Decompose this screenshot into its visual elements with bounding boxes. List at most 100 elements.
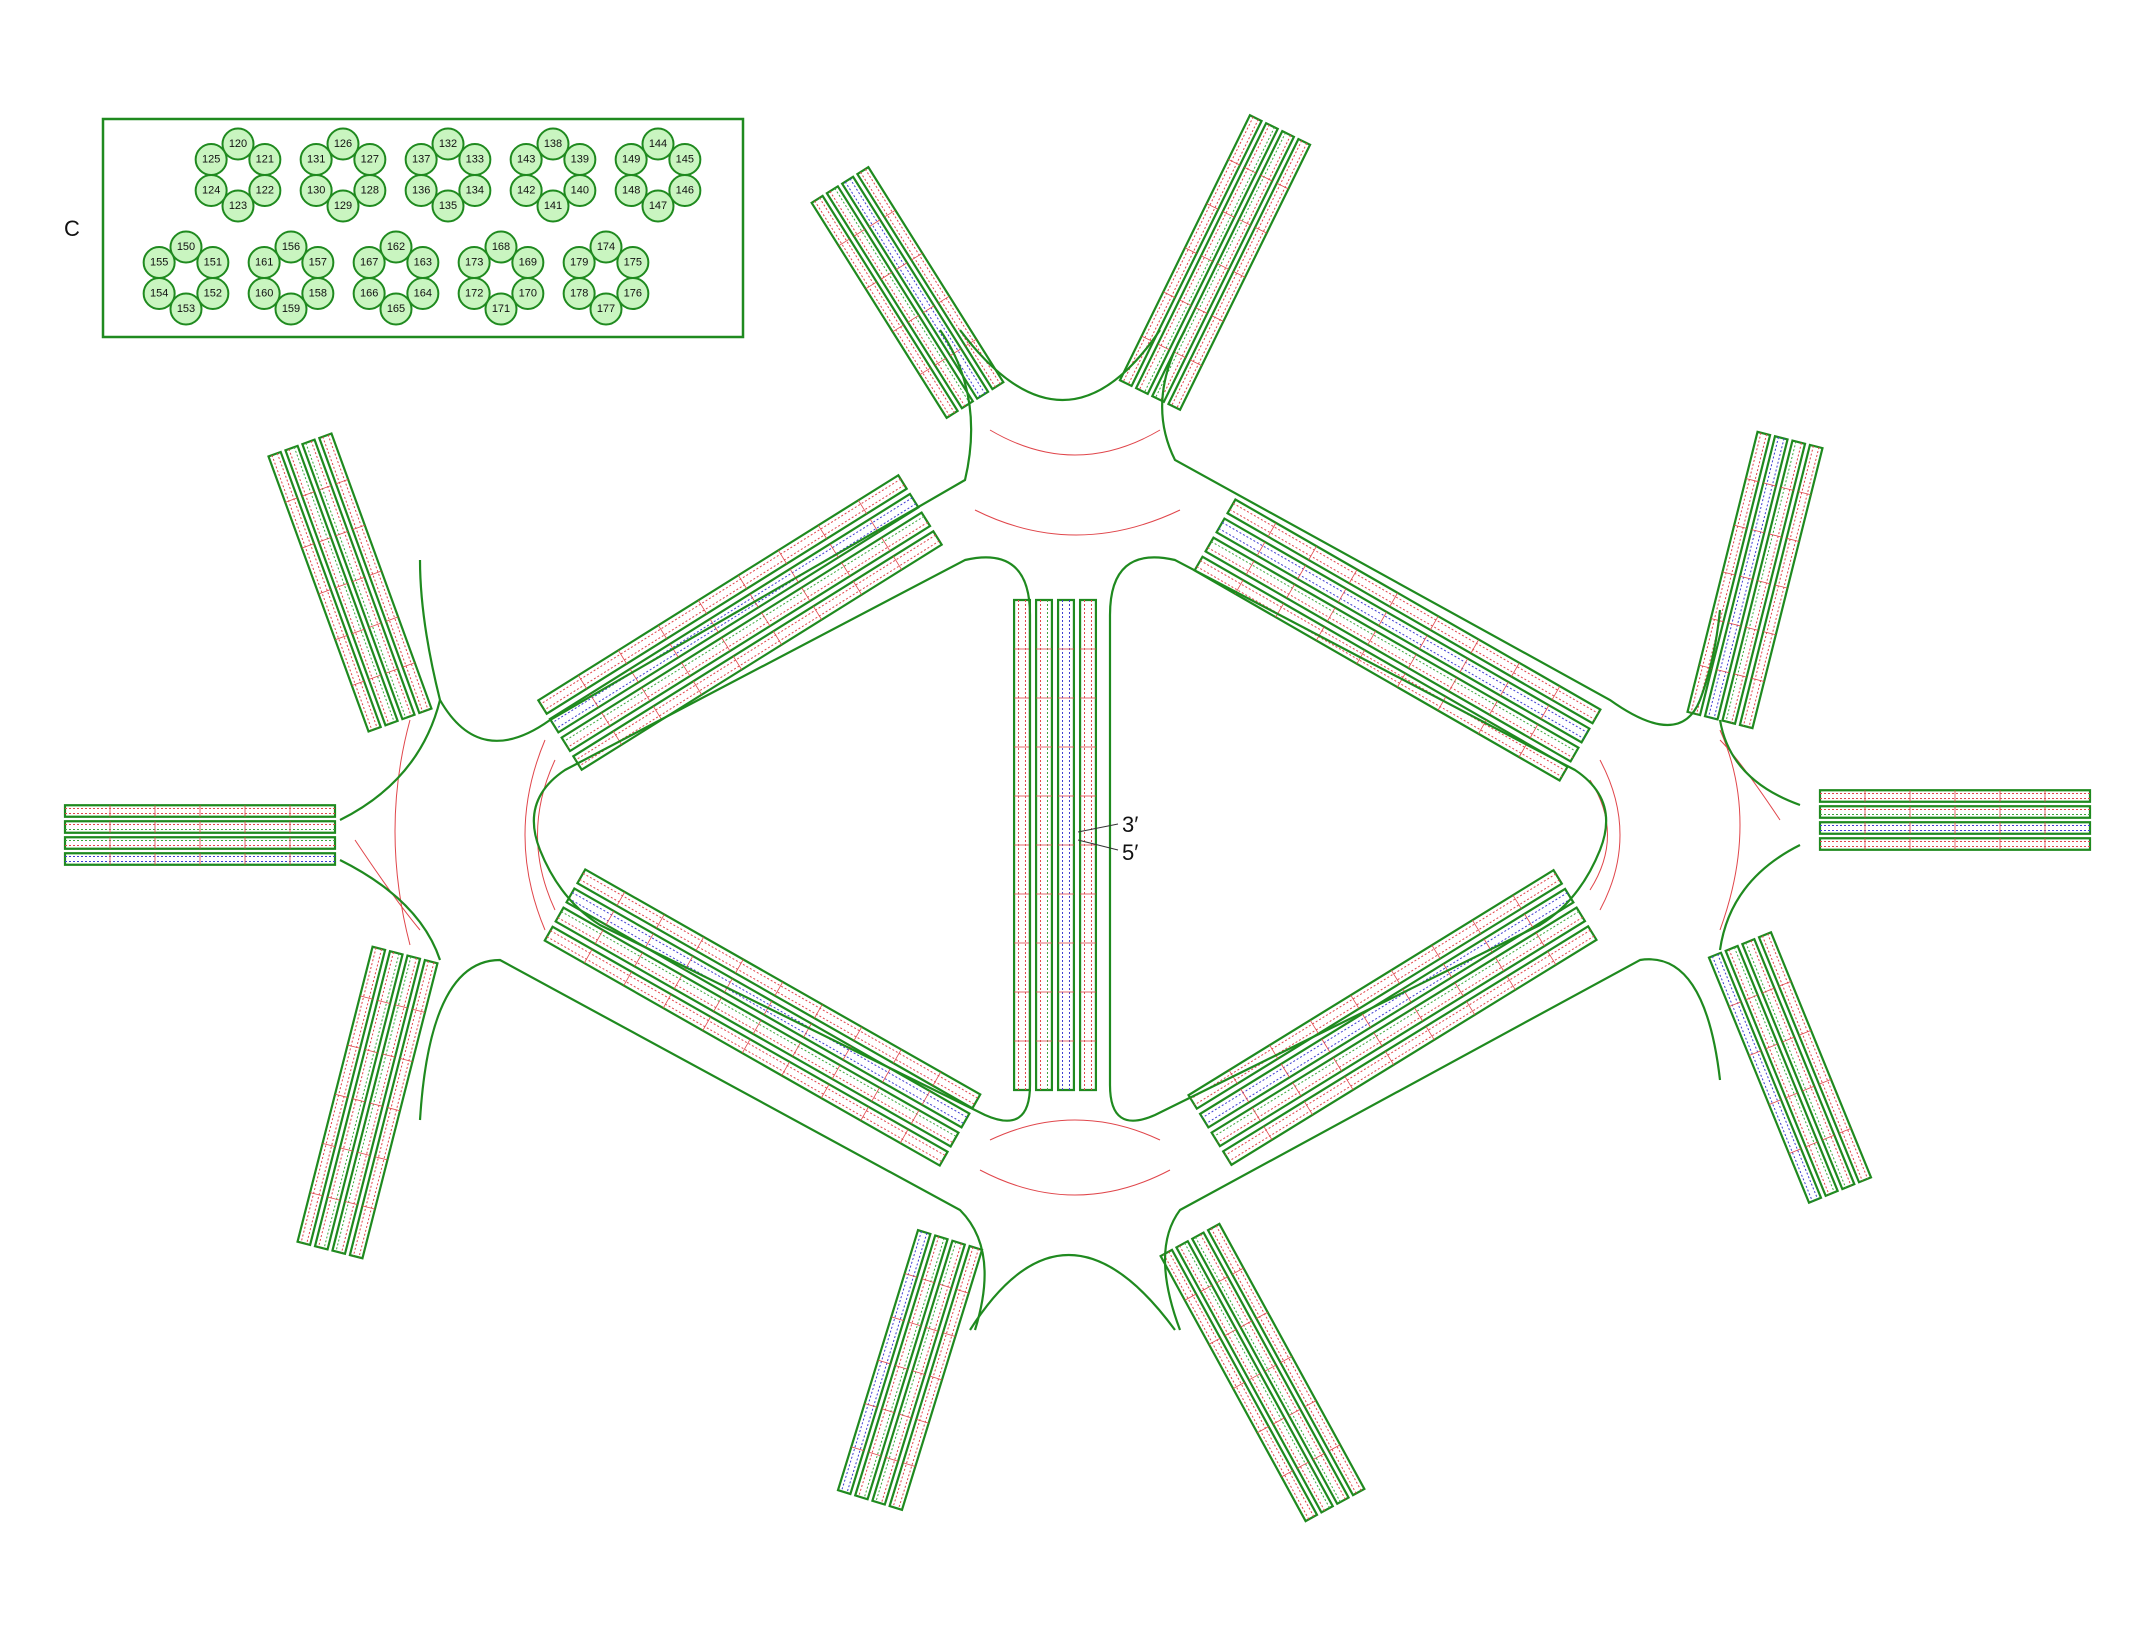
crossover <box>1224 1329 1237 1337</box>
helix-bar <box>317 432 433 715</box>
helix-circle <box>274 292 308 326</box>
strand <box>567 521 928 748</box>
strand <box>1218 528 1584 739</box>
crossover <box>1276 182 1289 190</box>
strand <box>1221 522 1588 733</box>
crossover <box>899 1129 909 1144</box>
crossover <box>318 537 332 543</box>
crossover <box>1780 486 1794 491</box>
crossover <box>1297 565 1306 580</box>
crossover <box>882 1068 891 1083</box>
crossover <box>1512 894 1522 909</box>
helix-number: 124 <box>202 185 220 197</box>
crossover <box>871 1087 880 1102</box>
helix-number: 120 <box>229 138 247 150</box>
strand <box>1196 566 1563 778</box>
helix-number: 131 <box>307 154 325 166</box>
helix-ring-1: 120 121 122 123 124 125 <box>194 127 282 223</box>
helix-bar <box>1210 906 1587 1148</box>
crossover <box>1397 673 1406 688</box>
crossover <box>669 643 679 658</box>
crossover <box>1200 255 1213 262</box>
crossover <box>724 978 733 993</box>
helix-number: 173 <box>465 257 483 269</box>
crossover <box>1304 1400 1317 1408</box>
crossover <box>1390 969 1400 984</box>
panel-label: C <box>64 216 80 241</box>
crossover <box>352 1098 366 1103</box>
helix-circle <box>536 189 570 223</box>
crossover <box>1763 631 1776 636</box>
helix-number: 150 <box>177 241 195 253</box>
helix-number: 162 <box>387 241 405 253</box>
helix-number: 146 <box>676 185 694 197</box>
crossover <box>1308 545 1317 561</box>
helix-ring-10: 174 175 176 177 178 179 <box>562 230 650 326</box>
outline-segment <box>969 1253 1176 1331</box>
crossover <box>335 531 349 537</box>
crossover <box>605 910 615 926</box>
strand <box>563 515 925 742</box>
crossover <box>907 315 920 323</box>
crossover <box>1280 1356 1293 1364</box>
crossover <box>402 662 415 668</box>
helix-number: 159 <box>282 303 300 315</box>
helix-circle <box>142 246 176 279</box>
helix-bar <box>560 511 932 753</box>
crossover <box>916 1418 929 1424</box>
helix-bar <box>840 175 990 401</box>
crossover <box>721 637 731 652</box>
crossover <box>577 675 588 689</box>
structure-outline <box>339 329 1801 1331</box>
crossover <box>880 272 893 280</box>
crossover <box>1745 994 1758 1001</box>
crossover <box>1216 1276 1228 1284</box>
crossover <box>898 1413 912 1419</box>
helix-strip <box>543 867 982 1168</box>
crossover <box>1275 603 1284 618</box>
crossover <box>860 1106 869 1121</box>
crossover <box>347 1044 361 1049</box>
crossover <box>814 1004 823 1019</box>
crossover <box>1361 1013 1371 1028</box>
outline-segment <box>418 329 973 742</box>
crossover <box>1344 1076 1354 1091</box>
crossover <box>1716 669 1730 674</box>
crossover <box>1757 580 1771 585</box>
crossover <box>868 219 881 227</box>
crossover <box>374 1156 388 1161</box>
crossover <box>1454 982 1464 997</box>
helix-bar <box>1056 598 1076 1092</box>
crossover <box>1745 626 1759 631</box>
helix-ring-8: 162 163 164 165 166 167 <box>352 230 440 326</box>
helix-number: 156 <box>282 241 300 253</box>
helix-bar <box>1034 598 1054 1092</box>
helix-number: 161 <box>255 257 273 269</box>
helix-number: 145 <box>676 154 694 166</box>
crossover <box>1244 166 1257 174</box>
helix-number: 160 <box>255 288 273 300</box>
crossover <box>583 949 593 964</box>
helix-circle <box>641 189 675 223</box>
crossover <box>1269 1044 1279 1059</box>
crossover <box>881 1408 895 1413</box>
crossover <box>895 262 908 270</box>
helix-number: 169 <box>519 257 537 269</box>
helix-bar <box>1221 924 1598 1167</box>
helix-circle <box>353 174 387 207</box>
outline-segment <box>532 556 1032 1122</box>
crossover <box>892 324 904 333</box>
crossover <box>910 1109 920 1125</box>
crossover <box>1232 1381 1245 1389</box>
crossover <box>1728 1001 1742 1008</box>
crossover <box>368 622 382 628</box>
crossover <box>692 681 703 695</box>
crossover <box>339 1147 353 1152</box>
crossover <box>838 238 850 247</box>
helix-number: 126 <box>334 138 352 150</box>
helix-circle <box>458 174 492 207</box>
crossover <box>1286 584 1295 599</box>
helix-bar <box>810 194 960 420</box>
crossover <box>895 1365 908 1370</box>
crossover <box>1297 1461 1309 1469</box>
